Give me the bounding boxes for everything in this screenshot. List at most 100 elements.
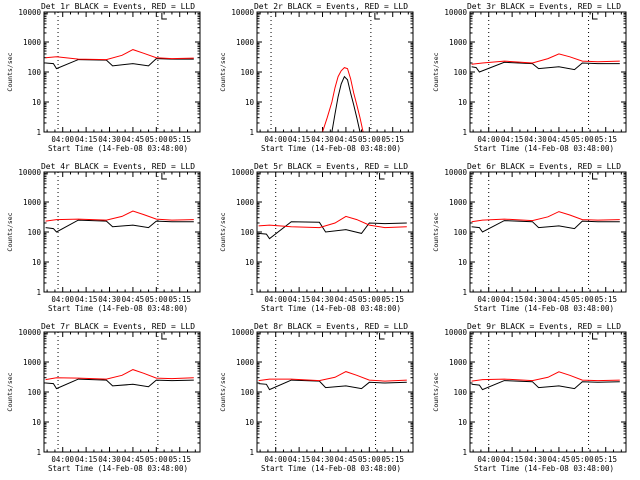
lld-series-line [471,211,620,223]
x-tick-label: 04:45 [122,295,145,304]
interval-bracket-mark [592,173,598,180]
events-series-line [45,58,194,70]
y-tick-label: 1 [462,288,467,297]
x-tick-label: 04:30 [311,135,334,144]
interval-bracket-mark [592,13,598,20]
y-tick-label: 10000 [231,168,254,177]
y-tick-label: 1000 [23,198,42,207]
y-axis-label: Counts/sec [432,372,440,411]
y-tick-label: 10000 [231,328,254,337]
y-tick-label: 1 [36,128,41,137]
plot-frame [256,331,414,453]
y-tick-label: 1000 [23,38,42,47]
x-axis-label: Start Time (14-Feb-08 03:48:00) [474,144,614,153]
x-tick-label: 04:00 [51,455,74,464]
y-tick-label: 1000 [449,358,468,367]
panel-title: Det 9r BLACK = Events, RED = LLD [467,322,621,331]
x-tick-label: 04:45 [122,455,145,464]
y-axis-label: Counts/sec [219,372,227,411]
y-tick-label: 10 [32,258,42,267]
lld-series-line [471,53,620,65]
x-tick-label: 05:15 [168,455,191,464]
lld-series-line [322,67,364,132]
x-tick-label: 04:30 [524,455,547,464]
panel-title: Det 5r BLACK = Events, RED = LLD [254,162,408,171]
y-tick-label: 10000 [18,8,41,17]
y-tick-label: 100 [27,388,41,397]
y-tick-label: 100 [240,68,254,77]
x-tick-label: 04:30 [524,135,547,144]
y-axis-label: Counts/sec [6,372,14,411]
x-tick-label: 04:00 [51,135,74,144]
plot-frame [43,171,201,293]
x-tick-label: 04:00 [477,135,500,144]
x-tick-label: 05:15 [381,455,404,464]
x-tick-label: 04:00 [477,455,500,464]
y-tick-label: 1000 [236,358,255,367]
x-tick-label: 04:15 [75,455,98,464]
x-tick-label: 04:15 [501,135,524,144]
x-tick-label: 05:15 [381,295,404,304]
interval-bracket-mark [161,173,167,180]
y-tick-label: 100 [240,388,254,397]
y-tick-label: 10 [245,98,255,107]
panel-title: Det 2r BLACK = Events, RED = LLD [254,2,408,11]
panel-det-2: Det 2r BLACK = Events, RED = LLD 1 10 100 10… [219,2,414,153]
y-tick-label: 10 [32,418,42,427]
x-tick-label: 05:15 [381,135,404,144]
x-tick-label: 05:00 [358,455,381,464]
interval-bracket-mark [161,13,167,20]
x-tick-label: 05:15 [168,135,191,144]
interval-bracket-mark [379,333,385,340]
x-tick-label: 04:00 [51,295,74,304]
x-tick-label: 04:00 [264,135,287,144]
interval-bracket-mark [161,333,167,340]
y-tick-label: 1 [249,288,254,297]
plot-frame [469,331,627,453]
y-axis-label: Counts/sec [6,212,14,251]
y-tick-label: 1 [462,448,467,457]
panel-det-4: Det 4r BLACK = Events, RED = LLD 1 10 100 10… [6,162,201,313]
plot-frame [469,11,627,133]
events-series-line [258,221,407,240]
events-series-line [471,61,620,73]
x-tick-label: 04:15 [75,295,98,304]
lld-series-line [258,371,407,382]
x-axis-label: Start Time (14-Feb-08 03:48:00) [48,464,188,473]
plot-frame [256,171,414,293]
x-tick-label: 04:45 [548,455,571,464]
y-tick-label: 100 [453,68,467,77]
x-tick-label: 04:45 [335,295,358,304]
y-tick-label: 10000 [444,168,467,177]
x-tick-label: 04:30 [98,295,121,304]
x-tick-label: 05:00 [571,295,594,304]
x-tick-label: 04:15 [288,135,311,144]
x-tick-label: 05:15 [594,455,617,464]
events-series-line [258,379,407,391]
panel-det-7: Det 7r BLACK = Events, RED = LLD 1 10 100 10… [6,322,201,473]
y-tick-label: 100 [27,228,41,237]
panel-det-9: Det 9r BLACK = Events, RED = LLD 1 10 100 10… [432,322,627,473]
lld-series-line [45,210,194,222]
y-tick-label: 10000 [444,8,467,17]
lld-series-line [45,369,194,381]
x-tick-label: 04:45 [548,135,571,144]
x-tick-label: 04:30 [311,295,334,304]
x-axis-label: Start Time (14-Feb-08 03:48:00) [261,144,401,153]
x-tick-label: 05:00 [145,135,168,144]
x-tick-label: 04:45 [335,135,358,144]
x-tick-label: 04:15 [501,455,524,464]
x-axis-label: Start Time (14-Feb-08 03:48:00) [48,144,188,153]
y-tick-label: 1 [462,128,467,137]
lld-series-line [45,49,194,61]
x-tick-label: 05:15 [594,135,617,144]
y-tick-label: 10 [458,258,468,267]
x-axis-label: Start Time (14-Feb-08 03:48:00) [48,304,188,313]
x-tick-label: 04:45 [122,135,145,144]
x-tick-label: 04:15 [501,295,524,304]
x-tick-label: 05:15 [168,295,191,304]
interval-bracket-mark [379,173,385,180]
x-tick-label: 04:45 [335,455,358,464]
y-tick-label: 100 [240,228,254,237]
